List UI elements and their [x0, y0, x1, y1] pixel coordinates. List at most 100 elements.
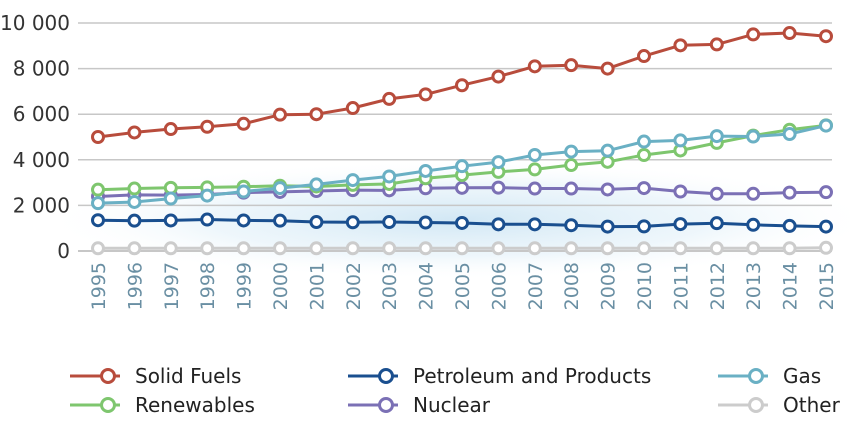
- x-tick-label: 2002: [343, 262, 365, 310]
- data-point: [91, 182, 105, 197]
- data-point: [709, 216, 724, 231]
- data-point: [91, 196, 105, 211]
- data-point: [819, 185, 833, 200]
- x-tick-label: 2001: [306, 262, 328, 310]
- data-point: [491, 241, 506, 256]
- data-point: [455, 180, 469, 195]
- x-tick-label: 2008: [561, 262, 583, 310]
- legend-item-gas: Gas: [718, 364, 821, 388]
- data-point: [418, 87, 433, 102]
- data-point: [673, 38, 688, 53]
- data-point: [637, 241, 651, 256]
- x-tick-label: 2012: [707, 262, 729, 310]
- data-point: [709, 186, 724, 201]
- series-petroleum-and-products: [91, 212, 833, 234]
- grid-layer: [78, 22, 832, 252]
- data-point: [345, 173, 360, 188]
- legend-swatch-marker: [378, 397, 394, 413]
- legend-item-renewables: Renewables: [70, 393, 255, 417]
- x-tick-label: 2000: [270, 262, 292, 310]
- y-tick-label: 4 000: [13, 148, 70, 172]
- data-point: [309, 177, 324, 192]
- data-point: [782, 241, 797, 256]
- y-tick-label: 2 000: [13, 193, 70, 217]
- data-point: [564, 181, 579, 196]
- data-point: [236, 213, 251, 228]
- data-point: [600, 219, 615, 234]
- x-tick-label: 1996: [124, 262, 146, 310]
- data-point: [309, 215, 324, 230]
- data-point: [163, 241, 178, 256]
- data-point: [345, 215, 360, 230]
- data-point: [637, 219, 651, 234]
- data-point: [564, 144, 579, 159]
- legend-item-petroleum-and-products: Petroleum and Products: [348, 364, 651, 388]
- legend-swatch-marker: [748, 397, 764, 413]
- data-point: [382, 91, 397, 106]
- legend-label: Solid Fuels: [135, 364, 241, 388]
- x-tick-label: 2009: [598, 262, 620, 310]
- x-tick-label: 2010: [634, 262, 656, 310]
- data-point: [673, 217, 688, 232]
- data-point: [455, 78, 469, 93]
- data-point: [491, 180, 506, 195]
- data-point: [600, 241, 615, 256]
- data-point: [200, 119, 215, 134]
- data-point: [600, 154, 615, 169]
- data-point: [637, 181, 651, 196]
- x-tick-label: 2015: [816, 262, 838, 310]
- data-point: [600, 143, 615, 158]
- legend: Solid Fuels Renewables Petroleum and Produ…: [70, 364, 841, 417]
- data-point: [382, 169, 397, 184]
- data-point: [127, 213, 142, 228]
- data-point: [382, 215, 397, 230]
- data-point: [382, 241, 397, 256]
- data-point: [200, 241, 215, 256]
- data-point: [637, 49, 651, 64]
- data-point: [491, 155, 506, 170]
- data-point: [491, 69, 506, 84]
- data-point: [455, 241, 469, 256]
- legend-item-other: Other: [718, 393, 841, 417]
- x-tick-label: 1998: [197, 262, 219, 310]
- data-point: [709, 37, 724, 52]
- data-point: [819, 118, 833, 133]
- legend-label: Renewables: [135, 393, 255, 417]
- x-tick-label: 2003: [379, 262, 401, 310]
- data-point: [819, 219, 833, 234]
- data-point: [527, 217, 542, 232]
- legend-swatch-marker: [100, 397, 116, 413]
- x-tick-label: 2011: [670, 262, 692, 310]
- data-point: [527, 241, 542, 256]
- data-point: [600, 61, 615, 76]
- data-point: [418, 241, 433, 256]
- data-point: [782, 218, 797, 233]
- data-point: [91, 130, 105, 144]
- data-point: [564, 241, 579, 256]
- legend-swatch-marker: [748, 368, 764, 384]
- data-point: [527, 162, 542, 177]
- data-point: [819, 240, 833, 255]
- data-point: [746, 217, 761, 232]
- y-tick-label: 0: [57, 239, 70, 263]
- x-tick-label: 2005: [452, 262, 474, 310]
- data-point: [746, 186, 761, 201]
- data-point: [637, 148, 651, 163]
- data-point: [782, 127, 797, 142]
- data-point: [127, 181, 142, 196]
- data-point: [637, 134, 651, 149]
- legend-item-solid-fuels: Solid Fuels: [70, 364, 241, 388]
- data-point: [673, 184, 688, 199]
- data-point: [163, 191, 178, 206]
- series-gas: [91, 118, 833, 211]
- data-point: [309, 107, 324, 122]
- legend-label: Gas: [783, 364, 821, 388]
- data-point: [418, 215, 433, 230]
- y-tick-label: 10 000: [0, 11, 70, 35]
- data-point: [200, 188, 215, 203]
- data-point: [600, 182, 615, 197]
- x-tick-label: 2014: [780, 262, 802, 310]
- legend-swatch-marker: [378, 368, 394, 384]
- data-point: [345, 241, 360, 256]
